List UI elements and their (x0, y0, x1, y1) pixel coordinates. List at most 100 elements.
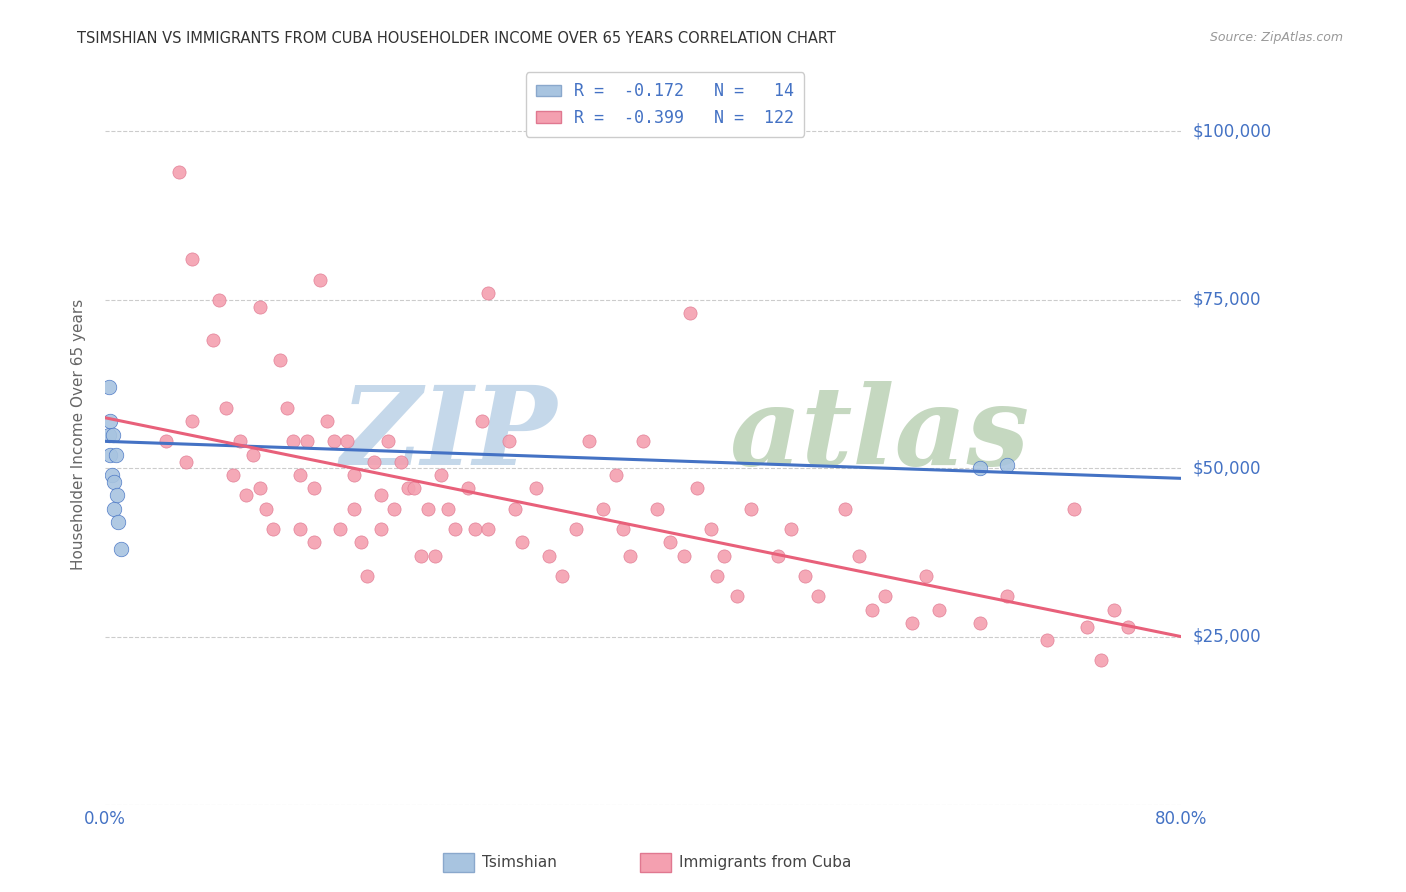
Text: TSIMSHIAN VS IMMIGRANTS FROM CUBA HOUSEHOLDER INCOME OVER 65 YEARS CORRELATION C: TSIMSHIAN VS IMMIGRANTS FROM CUBA HOUSEH… (77, 31, 837, 46)
Point (167, 165, 190, 179)
Y-axis label: Householder Income Over 65 years: Householder Income Over 65 years (72, 299, 86, 570)
Text: Tsimshian: Tsimshian (482, 855, 557, 870)
Point (316, 414, 339, 428)
Legend: R =  -0.172   N =   14, R =  -0.399   N =  122: R = -0.172 N = 14, R = -0.399 N = 122 (526, 72, 804, 136)
Point (995, 589, 1018, 603)
Point (713, 549, 735, 563)
Point (471, 414, 494, 428)
Point (740, 501, 762, 516)
Point (505, 501, 527, 516)
Point (288, 467, 311, 482)
Point (592, 501, 614, 516)
Point (807, 589, 830, 603)
Point (498, 434, 520, 449)
Point (477, 286, 499, 301)
Point (766, 549, 789, 563)
Point (1102, 603, 1125, 617)
Point (672, 549, 695, 563)
Point (356, 569, 378, 583)
Point (793, 569, 815, 583)
Point (288, 522, 311, 536)
Point (155, 434, 177, 449)
Point (309, 272, 332, 286)
Point (995, 458, 1018, 472)
Text: Source: ZipAtlas.com: Source: ZipAtlas.com (1209, 31, 1343, 45)
Point (283, 434, 305, 449)
Point (1076, 619, 1098, 633)
Point (350, 535, 373, 549)
Point (537, 549, 560, 563)
Point (181, 414, 204, 428)
Point (343, 467, 366, 482)
Point (834, 501, 856, 516)
Point (228, 434, 250, 449)
Point (411, 549, 433, 563)
Point (444, 522, 467, 536)
Text: $25,000: $25,000 (1192, 628, 1261, 646)
Point (103, 501, 125, 516)
Point (396, 482, 419, 496)
Point (100, 414, 122, 428)
Text: atlas: atlas (730, 381, 1029, 488)
Point (457, 482, 479, 496)
Point (389, 454, 412, 468)
Point (256, 501, 278, 516)
Point (699, 522, 721, 536)
Text: $75,000: $75,000 (1192, 291, 1261, 309)
Point (404, 482, 426, 496)
Point (969, 461, 991, 475)
Point (477, 522, 499, 536)
Point (423, 549, 446, 563)
Point (302, 482, 325, 496)
Point (249, 300, 271, 314)
Point (679, 306, 702, 320)
Point (377, 434, 399, 449)
Point (524, 482, 547, 496)
Point (363, 454, 385, 468)
Point (262, 522, 284, 536)
Point (631, 434, 654, 449)
Point (295, 434, 318, 449)
Point (269, 353, 291, 368)
Point (302, 535, 325, 549)
Point (276, 401, 298, 415)
Point (235, 488, 257, 502)
Point (551, 569, 574, 583)
Point (98, 380, 121, 394)
Text: Immigrants from Cuba: Immigrants from Cuba (679, 855, 852, 870)
Point (430, 467, 453, 482)
Point (860, 603, 883, 617)
Point (1036, 633, 1059, 648)
Point (242, 448, 264, 462)
Point (901, 616, 924, 631)
Point (437, 501, 460, 516)
Point (605, 467, 627, 482)
Point (914, 569, 936, 583)
Point (1090, 653, 1112, 667)
Point (222, 467, 245, 482)
Point (110, 542, 132, 557)
Text: $100,000: $100,000 (1192, 122, 1271, 140)
Point (578, 434, 600, 449)
Point (565, 522, 588, 536)
Point (659, 535, 682, 549)
Point (322, 434, 344, 449)
Point (686, 482, 709, 496)
Point (201, 333, 224, 347)
Point (103, 475, 125, 489)
Point (725, 589, 748, 603)
Point (336, 434, 359, 449)
Point (329, 522, 352, 536)
Point (612, 522, 634, 536)
Point (215, 401, 238, 415)
Point (382, 501, 405, 516)
Point (101, 427, 124, 442)
Point (780, 522, 803, 536)
Point (98, 427, 121, 442)
Point (208, 293, 231, 307)
Text: $50,000: $50,000 (1192, 459, 1261, 477)
Point (100, 467, 122, 482)
Point (464, 522, 486, 536)
Point (969, 616, 991, 631)
Text: ZIP: ZIP (340, 381, 557, 488)
